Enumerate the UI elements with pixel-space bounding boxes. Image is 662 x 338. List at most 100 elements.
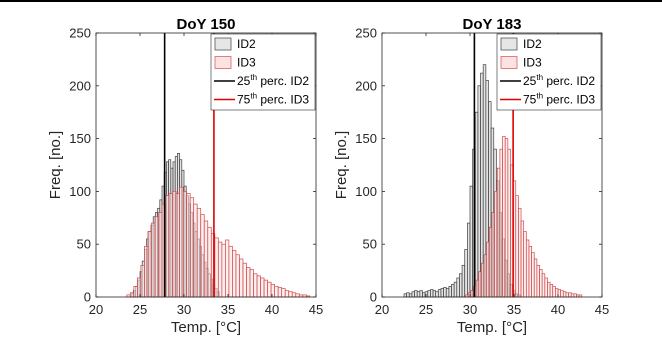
bar-id3 — [175, 193, 180, 298]
bar-id3 — [520, 220, 525, 298]
bar-id3 — [232, 250, 237, 298]
bar-id3 — [565, 292, 569, 298]
x-tick-label: 40 — [551, 302, 565, 317]
x-tick-label: 45 — [309, 302, 323, 317]
legend-label-0: ID2 — [237, 37, 256, 51]
bar-id3 — [467, 292, 472, 298]
bar-id3 — [523, 231, 527, 298]
bar-id3 — [140, 264, 145, 298]
bar-id3 — [475, 279, 480, 298]
bar-id3 — [541, 273, 546, 298]
bar-id3 — [129, 292, 135, 298]
bar-id3 — [525, 239, 530, 298]
y-tick-label: 200 — [69, 78, 91, 93]
bar-id2 — [427, 290, 431, 298]
bar-id3 — [295, 293, 300, 298]
legend-label-3: 75th perc. ID3 — [523, 92, 595, 107]
y-tick-label: 50 — [77, 237, 91, 252]
y-tick-label: 0 — [84, 290, 91, 305]
bar-id3 — [189, 197, 195, 298]
panel-doy-183: 20 25 30 35 40 45 0 50 100 150 200 250 DoY 183 Temp. … — [333, 16, 609, 336]
y-tick-label: 150 — [69, 131, 91, 146]
bar-id3 — [144, 245, 149, 298]
legend-swatch-0 — [500, 37, 518, 51]
y-tick-label: 200 — [355, 78, 377, 93]
y-tick-label: 50 — [363, 237, 377, 252]
x-tick-label: 40 — [265, 302, 279, 317]
legend: ID2 ID3 25th perc. ID2 75th perc. ID3 — [210, 33, 316, 111]
bar-id3 — [196, 207, 202, 298]
y-axis-label: Freq. [no.] — [333, 131, 350, 199]
x-axis-label: Temp. [°C] — [171, 319, 241, 336]
bar-id3 — [547, 281, 551, 298]
bar-id3 — [235, 254, 240, 298]
bar-id3 — [544, 277, 548, 298]
legend-swatch-1 — [500, 56, 518, 69]
top-rule — [0, 0, 662, 2]
bar-id2 — [474, 111, 479, 298]
bar-id3 — [491, 212, 495, 298]
bar-id3 — [507, 148, 511, 298]
x-tick-label: 30 — [463, 302, 477, 317]
y-tick-label: 150 — [355, 131, 377, 146]
legend-swatch-0 — [214, 37, 232, 51]
bar-id2 — [477, 85, 481, 298]
bar-id3 — [470, 290, 474, 298]
bar-id2 — [424, 291, 429, 298]
x-tick-label: 20 — [375, 302, 389, 317]
bar-id2 — [459, 273, 463, 298]
panel-doy-150: 20 25 30 35 40 45 0 50 100 150 200 250 DoY 150 Temp. … — [47, 16, 323, 336]
bar-id2 — [469, 185, 473, 298]
bar-id3 — [499, 148, 503, 298]
bar-id3 — [562, 291, 567, 298]
bar-id2 — [406, 292, 410, 298]
x-tick-label: 30 — [177, 302, 191, 317]
bar-id3 — [281, 288, 286, 298]
bar-id3 — [533, 258, 538, 298]
bar-id3 — [560, 290, 564, 298]
bar-id3 — [515, 195, 519, 298]
bar-id3 — [284, 290, 290, 298]
legend: ID2 ID3 25th perc. ID2 75th perc. ID3 — [496, 33, 602, 111]
bar-id3 — [214, 237, 219, 298]
bar-id2 — [456, 277, 460, 298]
bar-id2 — [448, 286, 452, 298]
bar-id2 — [435, 291, 439, 298]
bar-id2 — [414, 290, 418, 298]
bar-id2 — [451, 283, 455, 298]
bar-id2 — [416, 291, 421, 298]
y-tick-label: 250 — [69, 26, 91, 41]
legend-swatch-1 — [214, 56, 232, 69]
bar-id2 — [422, 292, 426, 298]
bar-id3 — [536, 264, 540, 298]
bar-id2 — [419, 290, 423, 298]
legend-label-1: ID3 — [237, 56, 256, 70]
bar-id3 — [239, 258, 244, 298]
bar-id3 — [249, 269, 254, 298]
bar-id3 — [481, 262, 485, 298]
bar-id3 — [496, 167, 501, 298]
bar-id2 — [445, 288, 450, 298]
bar-id3 — [568, 292, 572, 298]
bar-id3 — [489, 226, 493, 298]
bar-id3 — [179, 186, 184, 298]
y-tick-label: 0 — [370, 290, 377, 305]
legend-label-2: 25th perc. ID2 — [237, 73, 309, 88]
y-tick-label: 100 — [69, 184, 91, 199]
bar-id3 — [228, 245, 233, 298]
bar-id3 — [504, 138, 509, 298]
bar-id3 — [165, 195, 170, 298]
x-tick-label: 25 — [133, 302, 147, 317]
legend-label-2: 25th perc. ID2 — [523, 73, 595, 88]
bar-id3 — [242, 262, 247, 298]
bar-id3 — [267, 281, 272, 298]
bar-id3 — [288, 291, 293, 298]
bar-id3 — [494, 191, 498, 298]
x-axis-label: Temp. [°C] — [457, 319, 527, 336]
bar-id2 — [432, 290, 437, 298]
bar-id3 — [573, 293, 577, 298]
chart-title: DoY 150 — [177, 16, 236, 33]
legend-label-3: 75th perc. ID3 — [237, 92, 309, 107]
bar-id3 — [539, 269, 543, 298]
